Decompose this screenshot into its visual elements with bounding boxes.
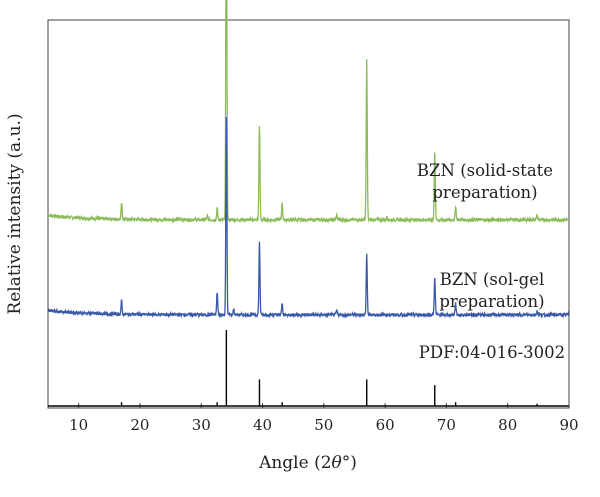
x-tick-label-20: 20 [130, 416, 149, 434]
series-line-1 [47, 0, 570, 224]
x-axis-title: Angle (2θ°) [258, 453, 357, 473]
x-axis-tick-labels: 10 20 30 40 50 60 70 80 90 [69, 416, 578, 434]
x-axis-title-tail: °) [342, 453, 357, 473]
series-line-2 [47, 116, 570, 319]
series-2-label-line2: preparation) [439, 292, 544, 311]
x-axis-title-theta: θ [332, 453, 342, 473]
plot-frame [47, 19, 570, 409]
reference-lines [48, 330, 569, 407]
x-tick-label-30: 30 [192, 416, 211, 434]
y-axis-title: Relative intensity (a.u.) [5, 113, 25, 314]
x-tick-label-10: 10 [69, 416, 88, 434]
series-1-label-line2: preparation) [432, 183, 537, 202]
series-lines [47, 0, 570, 319]
x-tick-label-70: 70 [437, 416, 456, 434]
series-2-label-line1: BZN (sol-gel [440, 270, 545, 289]
x-tick-label-60: 60 [376, 416, 395, 434]
x-tick-label-90: 90 [559, 416, 578, 434]
series-1-label-line1: BZN (solid-state [417, 161, 553, 180]
x-axis-title-main: Angle (2 [258, 453, 331, 473]
x-tick-label-80: 80 [498, 416, 517, 434]
x-tick-label-40: 40 [253, 416, 272, 434]
reference-label: PDF:04-016-3002 [419, 343, 565, 362]
x-tick-label-50: 50 [314, 416, 333, 434]
